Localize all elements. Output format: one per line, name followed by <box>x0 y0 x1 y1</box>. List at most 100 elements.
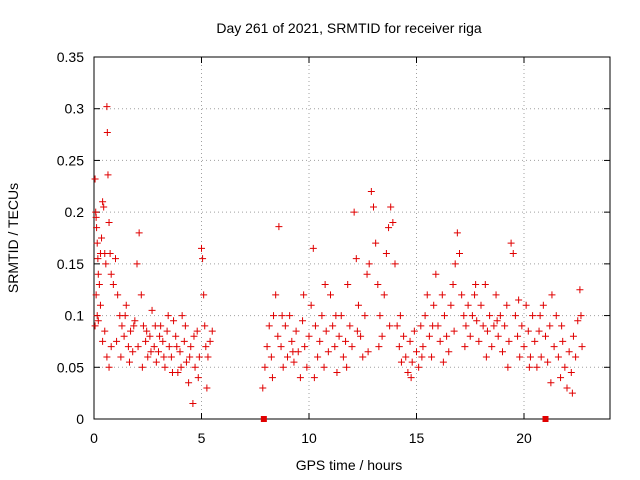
data-point <box>267 353 275 361</box>
data-point <box>572 353 580 361</box>
data-point <box>122 301 130 309</box>
data-point <box>537 353 545 361</box>
data-point <box>567 368 575 376</box>
y-axis: 0 0.05 0.1 0.15 0.2 0.25 0.3 0.35 <box>57 49 610 427</box>
data-point <box>187 343 195 351</box>
data-point <box>578 343 586 351</box>
data-point <box>112 255 119 263</box>
data-point <box>290 358 298 366</box>
data-point <box>445 348 453 356</box>
data-point <box>305 332 313 340</box>
y-tick-label: 0.1 <box>65 308 85 324</box>
x-tick-label: 10 <box>301 430 317 446</box>
data-point <box>137 291 145 299</box>
data-point <box>389 218 397 226</box>
data-point <box>364 348 372 356</box>
data-point <box>94 270 102 278</box>
data-point <box>450 327 458 335</box>
data-point <box>208 327 216 335</box>
square-marker <box>260 416 267 422</box>
data-point <box>370 203 377 211</box>
data-point <box>163 327 171 335</box>
data-point <box>182 358 190 366</box>
data-point <box>458 291 466 299</box>
data-point <box>160 353 168 361</box>
data-point <box>432 270 440 278</box>
data-point <box>481 281 489 289</box>
data-point <box>189 399 197 407</box>
data-point <box>121 312 129 320</box>
data-point <box>516 353 524 361</box>
data-point <box>332 312 340 320</box>
data-points <box>91 103 586 407</box>
data-point <box>133 260 141 268</box>
data-point <box>101 327 109 335</box>
data-point <box>103 129 111 137</box>
data-point <box>311 322 319 330</box>
data-point <box>479 322 487 330</box>
data-point <box>105 363 113 371</box>
data-point <box>125 358 133 366</box>
data-point <box>191 363 199 371</box>
y-tick-label: 0.2 <box>65 204 85 220</box>
data-point <box>419 343 427 351</box>
data-point <box>261 363 269 371</box>
data-point <box>486 312 494 320</box>
data-point <box>301 343 309 351</box>
data-point <box>263 343 271 351</box>
y-tick-label: 0.05 <box>57 359 84 375</box>
data-point <box>195 353 203 361</box>
data-point <box>190 332 198 340</box>
data-point <box>181 322 189 330</box>
data-point <box>322 327 330 335</box>
data-point <box>490 322 498 330</box>
data-point <box>107 343 115 351</box>
data-point <box>146 332 154 340</box>
data-point <box>147 348 155 356</box>
data-point <box>359 353 367 361</box>
data-point <box>529 312 537 320</box>
data-point <box>456 250 463 258</box>
data-point <box>299 317 307 325</box>
data-point <box>386 322 394 330</box>
data-point <box>577 312 585 320</box>
data-point <box>547 379 555 387</box>
data-point <box>281 322 289 330</box>
data-point <box>265 322 273 330</box>
data-point <box>268 374 276 382</box>
data-point <box>100 203 108 211</box>
data-point <box>103 353 111 361</box>
data-point <box>203 384 211 392</box>
data-point <box>309 244 317 252</box>
data-point <box>375 343 383 351</box>
data-point <box>93 239 101 247</box>
data-point <box>277 343 285 351</box>
data-point <box>507 239 515 247</box>
x-axis: 0 5 10 15 20 <box>90 57 532 446</box>
x-tick-label: 0 <box>90 430 98 446</box>
data-point <box>464 301 472 309</box>
data-point <box>511 312 519 320</box>
data-point <box>438 291 446 299</box>
data-point <box>92 213 100 221</box>
data-point <box>152 358 160 366</box>
data-point <box>186 353 194 361</box>
data-point <box>201 322 209 330</box>
data-point <box>350 208 358 216</box>
chart-title: Day 261 of 2021, SRMTID for receiver rig… <box>216 20 482 36</box>
data-point <box>363 270 371 278</box>
data-point <box>466 332 474 340</box>
data-point <box>103 103 111 111</box>
data-point <box>372 239 380 247</box>
data-point <box>199 255 207 263</box>
data-point <box>134 343 142 351</box>
data-point <box>99 337 107 345</box>
data-point <box>518 322 526 330</box>
data-point <box>274 332 282 340</box>
data-point <box>531 337 539 345</box>
data-point <box>462 322 470 330</box>
data-point <box>365 260 373 268</box>
data-point <box>346 322 354 330</box>
data-point <box>421 312 429 320</box>
